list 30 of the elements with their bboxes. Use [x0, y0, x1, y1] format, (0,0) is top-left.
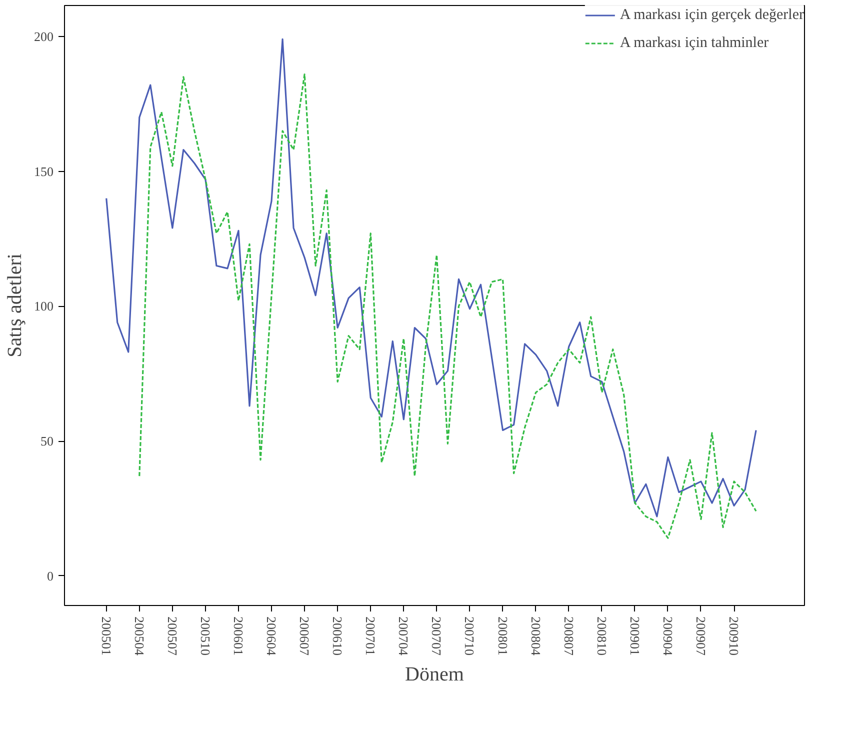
x-tick-label: 200804 — [528, 616, 544, 656]
y-tick-label: 100 — [34, 298, 54, 314]
x-tick-label: 200904 — [660, 616, 676, 656]
x-tick-label: 200807 — [561, 616, 576, 656]
x-tick-label: 200704 — [396, 616, 412, 656]
x-tick-label: 200810 — [594, 616, 610, 656]
legend-label: A markası için tahminler — [620, 34, 769, 52]
y-axis-title: Satış adetleri — [4, 253, 26, 358]
y-tick-label: 200 — [34, 29, 54, 44]
x-tick-label: 200504 — [132, 616, 147, 656]
x-tick-label: 200907 — [693, 616, 708, 656]
x-tick-label: 200601 — [230, 616, 246, 656]
x-tick-label: 200501 — [98, 616, 114, 656]
x-tick-label: 200510 — [198, 616, 213, 656]
x-axis-title: Dönem — [405, 664, 464, 686]
y-tick-label: 150 — [34, 164, 54, 179]
x-tick-label: 200707 — [429, 616, 444, 656]
x-tick-label: 200507 — [164, 616, 180, 656]
x-tick-label: 200604 — [264, 616, 280, 656]
y-tick-label: 0 — [47, 568, 54, 584]
x-tick-label: 200901 — [627, 616, 642, 656]
x-tick-label: 200610 — [330, 616, 346, 656]
y-tick-label: 50 — [40, 434, 54, 449]
x-tick-label: 200607 — [297, 616, 312, 656]
x-tick-label: 200701 — [363, 616, 378, 656]
legend-label: A markası için gerçek değerler — [620, 6, 804, 24]
x-tick-label: 200710 — [462, 616, 478, 656]
line-series — [138, 73, 757, 539]
x-tick-label: 200910 — [726, 616, 742, 656]
x-tick-label: 200801 — [495, 616, 510, 656]
